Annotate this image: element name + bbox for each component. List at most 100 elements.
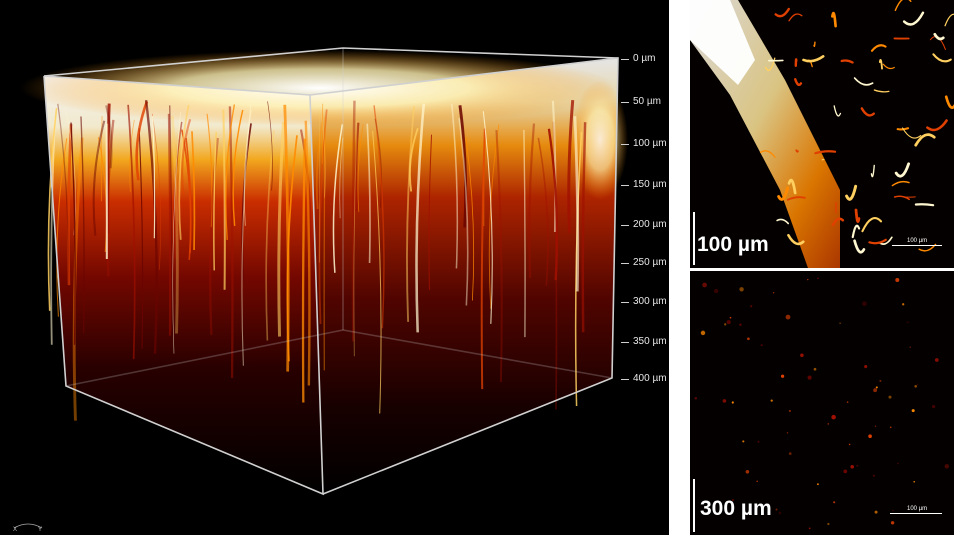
vessel-segment — [870, 44, 887, 52]
vessel-segment — [814, 150, 837, 155]
slice-vessels-bottom — [694, 277, 950, 530]
axis-y-label: Y — [38, 527, 43, 533]
slice-depth-caption: 300 µm — [700, 497, 772, 520]
vessel-streak — [320, 113, 326, 198]
vessel-streak — [47, 108, 58, 311]
vessel-segment — [926, 119, 948, 132]
vessel-streak — [170, 115, 179, 334]
vessel-dot — [848, 443, 851, 446]
vessel-dot — [756, 480, 759, 483]
vessel-dot — [760, 344, 763, 347]
vessel-streak — [366, 123, 371, 263]
vessel-streak — [144, 99, 158, 354]
volume-render-panel: 0 µm 50 µm 100 µm 150 µm 200 µm 250 µm 3… — [0, 0, 669, 535]
vessel-segment — [813, 41, 816, 48]
vessel-dot — [757, 440, 760, 443]
depth-label-350: 350 µm — [633, 336, 667, 347]
vessel-segment — [901, 127, 922, 139]
slice-depth-caption: 100 µm — [697, 233, 769, 256]
vessel-dot — [747, 337, 750, 341]
vessel-segment — [831, 11, 837, 28]
slice-vessels-top — [690, 0, 954, 268]
vessel-dot — [889, 426, 892, 429]
vessel-dot — [874, 510, 878, 514]
volume-render — [20, 47, 628, 496]
vessel-streak — [304, 120, 311, 386]
vessel-streak — [129, 119, 135, 192]
scale-bar-label: 100 µm — [907, 238, 928, 244]
vessel-segment — [840, 59, 854, 64]
vessel-dot — [827, 522, 830, 526]
vessel-streak — [169, 105, 173, 332]
depth-label-300: 300 µm — [633, 296, 667, 307]
vessel-streak — [372, 130, 382, 414]
vessel-streak — [222, 109, 226, 290]
vessel-streak — [277, 121, 285, 337]
vessel-streak — [206, 113, 213, 228]
depth-tick — [621, 185, 629, 186]
vessel-dot — [864, 365, 868, 369]
vessel-dot — [732, 499, 734, 501]
vessel-streak — [181, 119, 192, 195]
scale-bar — [890, 513, 942, 514]
depth-label-150: 150 µm — [633, 179, 667, 190]
vessel-dot — [843, 469, 848, 474]
vessel-dot — [944, 464, 950, 469]
vessel-streak — [482, 111, 493, 324]
depth-label-50: 50 µm — [633, 96, 661, 107]
scale-bar — [892, 245, 942, 246]
vessel-segment — [870, 164, 875, 178]
vessel-streak — [551, 100, 557, 233]
vessel-streak — [354, 122, 360, 212]
vessel-streak — [465, 136, 475, 301]
vessel-segment — [891, 180, 910, 187]
vessel-streak — [228, 106, 234, 379]
vessel-dot — [897, 462, 899, 465]
vessel-streak — [339, 137, 344, 219]
bounding-box — [43, 47, 619, 496]
vessel-streak — [581, 122, 587, 333]
vessel-segment — [873, 89, 890, 93]
vessel-segment — [851, 224, 861, 239]
vessel-segment — [861, 217, 883, 233]
vessel-dot — [731, 401, 734, 404]
vessel-dot — [816, 483, 819, 486]
vessel-segment — [902, 11, 925, 26]
vessel-dot — [788, 452, 792, 455]
vessel-dot — [914, 385, 917, 388]
vessel-streak — [406, 106, 416, 322]
vessel-streak — [451, 104, 459, 269]
vessel-streak — [480, 128, 486, 390]
vessel-dot — [726, 320, 731, 325]
vessel-streak — [495, 129, 503, 383]
depth-tick — [621, 342, 629, 343]
vessel-streak — [225, 104, 236, 241]
depth-label-400: 400 µm — [633, 373, 667, 384]
vessel-segment — [944, 95, 954, 109]
vessel-dot — [890, 521, 895, 525]
vessel-streak — [232, 109, 244, 227]
orientation-axes-widget: X Y — [10, 518, 50, 534]
vessel-streak — [241, 123, 252, 285]
vessel-segment — [933, 32, 945, 41]
vessel-segment — [893, 195, 910, 201]
vessel-dot — [934, 358, 939, 362]
vessel-streak — [547, 128, 559, 281]
vessel-streak — [167, 113, 172, 336]
vessel-segment — [794, 78, 803, 87]
vessel-streak — [286, 135, 298, 362]
vessel-streak — [428, 134, 433, 290]
vessel-dot — [775, 508, 778, 511]
vessel-dot — [931, 404, 936, 409]
vessel-streak — [458, 118, 469, 306]
vessel-streak — [567, 99, 575, 233]
vessel-streak — [351, 100, 356, 342]
vessel-dot — [831, 414, 836, 420]
vessel-streak — [301, 138, 306, 403]
vessel-streak — [70, 122, 76, 345]
vessel-dot — [916, 383, 919, 385]
vessel-dot — [913, 480, 915, 483]
vessel-dot — [813, 367, 817, 371]
vessel-segment — [868, 238, 887, 245]
vessel-dot — [739, 287, 744, 292]
